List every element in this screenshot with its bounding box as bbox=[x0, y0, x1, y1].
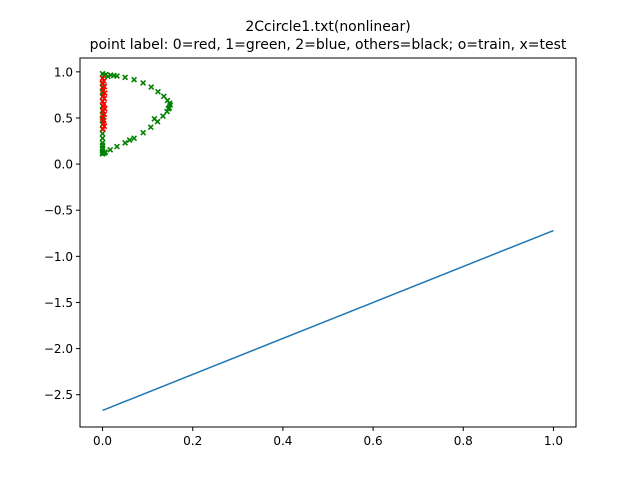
point-label-0-marker bbox=[101, 83, 108, 90]
y-tick-label: −0.5 bbox=[44, 204, 73, 218]
y-tick-label: −1.5 bbox=[44, 296, 73, 310]
y-tick-label: 0.0 bbox=[54, 158, 73, 172]
axes-frame bbox=[79, 57, 577, 428]
y-tick-label: 0.5 bbox=[54, 111, 73, 125]
x-tick-label: 0.2 bbox=[183, 434, 202, 448]
decision-line bbox=[102, 229, 554, 412]
chart-subtitle: point label: 0=red, 1=green, 2=blue, oth… bbox=[90, 37, 567, 53]
y-tick-label: −2.5 bbox=[44, 388, 73, 402]
y-tick-label: −1.0 bbox=[44, 250, 73, 264]
point-label-1-marker bbox=[114, 143, 120, 150]
chart-title: 2Ccircle1.txt(nonlinear) bbox=[245, 19, 410, 35]
point-label-1-marker bbox=[131, 135, 138, 142]
point-label-0-marker bbox=[100, 126, 106, 132]
point-label-1-marker bbox=[122, 74, 129, 81]
point-label-1-marker bbox=[126, 137, 133, 144]
x-tick-label: 0.4 bbox=[273, 434, 292, 448]
point-label-1-marker bbox=[99, 130, 106, 137]
point-label-1-marker bbox=[165, 105, 172, 112]
point-markers-layer bbox=[99, 70, 174, 157]
point-label-1-marker bbox=[131, 76, 138, 83]
decision-line-layer bbox=[102, 229, 554, 412]
point-label-1-marker bbox=[148, 84, 155, 91]
x-tick-label: 0.8 bbox=[454, 434, 473, 448]
point-label-1-marker bbox=[140, 129, 147, 136]
point-label-1-marker bbox=[107, 146, 114, 153]
point-label-1-marker bbox=[101, 150, 108, 156]
point-label-1-marker bbox=[110, 72, 117, 79]
point-label-1-marker bbox=[104, 73, 111, 80]
y-axis: 1.0 0.5 0.0 −0.5 −1.0 −1.5 −2.0 −2.5 bbox=[44, 65, 80, 402]
y-tick-label: 1.0 bbox=[54, 65, 73, 79]
point-label-1-marker bbox=[147, 124, 154, 131]
x-axis: 0.0 0.2 0.4 0.6 0.8 1.0 bbox=[93, 427, 563, 448]
point-label-1-marker bbox=[140, 79, 147, 86]
point-label-1-marker bbox=[122, 139, 129, 146]
x-tick-label: 0.6 bbox=[364, 434, 383, 448]
x-tick-label: 1.0 bbox=[544, 434, 563, 448]
point-label-1-marker bbox=[151, 115, 158, 122]
x-tick-label: 0.0 bbox=[93, 434, 112, 448]
point-label-1-marker bbox=[99, 135, 106, 142]
point-label-0-marker bbox=[101, 111, 108, 118]
point-label-1-marker bbox=[160, 113, 166, 120]
y-tick-label: −2.0 bbox=[44, 342, 73, 356]
point-label-1-marker bbox=[155, 88, 161, 95]
